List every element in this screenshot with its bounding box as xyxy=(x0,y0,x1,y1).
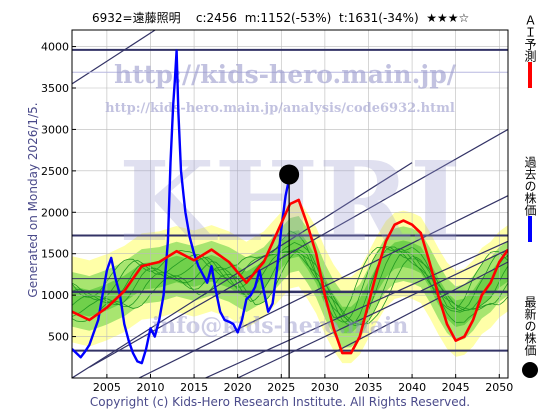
x-tick-label: 2045 xyxy=(442,381,470,394)
trend-channel-line xyxy=(237,249,508,378)
x-tick-label: 2035 xyxy=(354,381,382,394)
legend-latest-price: 最新の株価 xyxy=(522,290,538,378)
x-tick-label: 2030 xyxy=(311,381,339,394)
watermark-email: info@kids-hero.main xyxy=(152,313,408,339)
x-tick-label: 2005 xyxy=(93,381,121,394)
trend-channel-line xyxy=(137,195,508,378)
legend-past-label: 過去の株価 xyxy=(523,156,537,216)
trend-channel-line xyxy=(324,261,508,358)
legend-red-line xyxy=(528,62,532,88)
y-tick-label: 4000 xyxy=(41,41,69,54)
ai-prediction-line xyxy=(72,198,508,355)
x-tick-label: 2025 xyxy=(267,381,295,394)
legend-blue-line xyxy=(528,216,532,242)
copyright-notice: Copyright (c) Kids-Hero Research Institu… xyxy=(89,395,471,409)
trend-channel-line xyxy=(89,128,508,368)
x-tick-label: 2040 xyxy=(398,381,426,394)
y-tick-label: 1500 xyxy=(41,248,69,261)
rating-stars: ★★★☆ xyxy=(426,11,470,25)
y-tick-label: 2500 xyxy=(41,165,69,178)
trend-channel-line xyxy=(72,30,157,85)
watermark-url: http://kids-hero.main.jp/ xyxy=(114,60,457,89)
y-tick-label: 1000 xyxy=(41,289,69,302)
x-tick-label: 2010 xyxy=(136,381,164,394)
legend-latest-label: 最新の株価 xyxy=(523,296,537,356)
x-tick-label: 2050 xyxy=(485,381,513,394)
current-price: c:2456 xyxy=(195,11,238,25)
legend-black-dot xyxy=(522,362,538,378)
x-tick-label: 2020 xyxy=(224,381,252,394)
watermark-url-analysis: http://kids-hero.main.jp/analysis/code69… xyxy=(105,101,455,116)
latest-price-dot xyxy=(279,164,300,185)
plot-layer: http://kids-hero.main.jp/http://kids-her… xyxy=(72,30,508,378)
plot-frame xyxy=(71,29,509,379)
y-tick-label: 500 xyxy=(48,331,69,344)
target-price: t:1631(-34%) xyxy=(338,11,419,25)
y-tick-label: 3500 xyxy=(41,82,69,95)
x-tick-label: 2015 xyxy=(180,381,208,394)
past-price-line xyxy=(72,49,292,365)
trend-channel-line xyxy=(204,240,508,378)
min-price: m:1152(-53%) xyxy=(244,11,332,25)
y-tick-label: 3000 xyxy=(41,123,69,136)
legend-ai-label: ＡＩ予測 xyxy=(523,14,537,62)
watermark-logo: KHRI xyxy=(119,137,461,266)
generated-date: Generated on Monday 2026/1/5. xyxy=(26,102,40,298)
company-code: 6932=遠藤照明 xyxy=(92,11,181,25)
y-tick-label: 2000 xyxy=(41,206,69,219)
chart-header: 6932=遠藤照明 c:2456 m:1152(-53%) t:1631(-34… xyxy=(92,9,469,26)
legend-past-price: 過去の株価 xyxy=(522,150,538,242)
legend-ai-prediction: ＡＩ予測 xyxy=(522,8,538,88)
